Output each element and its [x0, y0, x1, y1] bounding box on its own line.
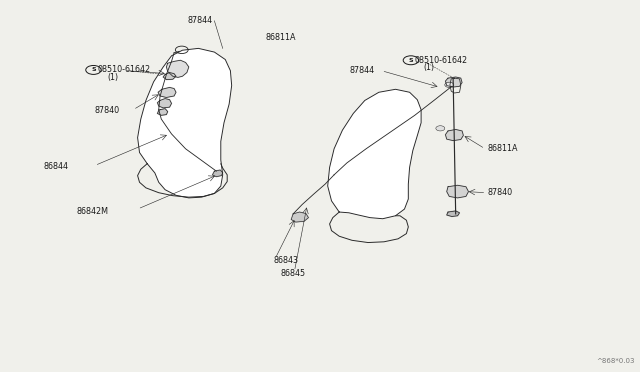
Text: 86842M: 86842M: [77, 207, 109, 216]
Text: S: S: [91, 67, 96, 73]
Text: (1): (1): [108, 73, 118, 81]
Polygon shape: [291, 212, 308, 222]
Text: 87840: 87840: [488, 188, 513, 197]
Text: 08510-61642: 08510-61642: [415, 56, 468, 65]
Polygon shape: [166, 60, 189, 77]
Polygon shape: [447, 185, 468, 198]
Polygon shape: [328, 89, 421, 219]
Text: 86845: 86845: [280, 269, 306, 278]
Polygon shape: [158, 87, 176, 97]
Circle shape: [445, 82, 454, 87]
Polygon shape: [163, 73, 176, 80]
Text: 86811A: 86811A: [266, 33, 296, 42]
Text: 86843: 86843: [274, 256, 299, 265]
Polygon shape: [138, 48, 232, 198]
Text: 08510-61642: 08510-61642: [97, 65, 150, 74]
Polygon shape: [447, 211, 460, 217]
Text: ^868*0.03: ^868*0.03: [596, 358, 635, 364]
Polygon shape: [157, 99, 172, 108]
Polygon shape: [157, 109, 168, 115]
Polygon shape: [445, 77, 462, 87]
Text: 87844: 87844: [188, 16, 213, 25]
Text: 87840: 87840: [95, 106, 120, 115]
Text: 86811A: 86811A: [488, 144, 518, 153]
Text: (1): (1): [424, 63, 435, 72]
Text: S: S: [408, 58, 413, 63]
Polygon shape: [212, 170, 223, 177]
Circle shape: [436, 126, 445, 131]
Text: 87844: 87844: [349, 66, 374, 75]
Polygon shape: [445, 129, 463, 141]
Text: 86844: 86844: [44, 162, 68, 171]
